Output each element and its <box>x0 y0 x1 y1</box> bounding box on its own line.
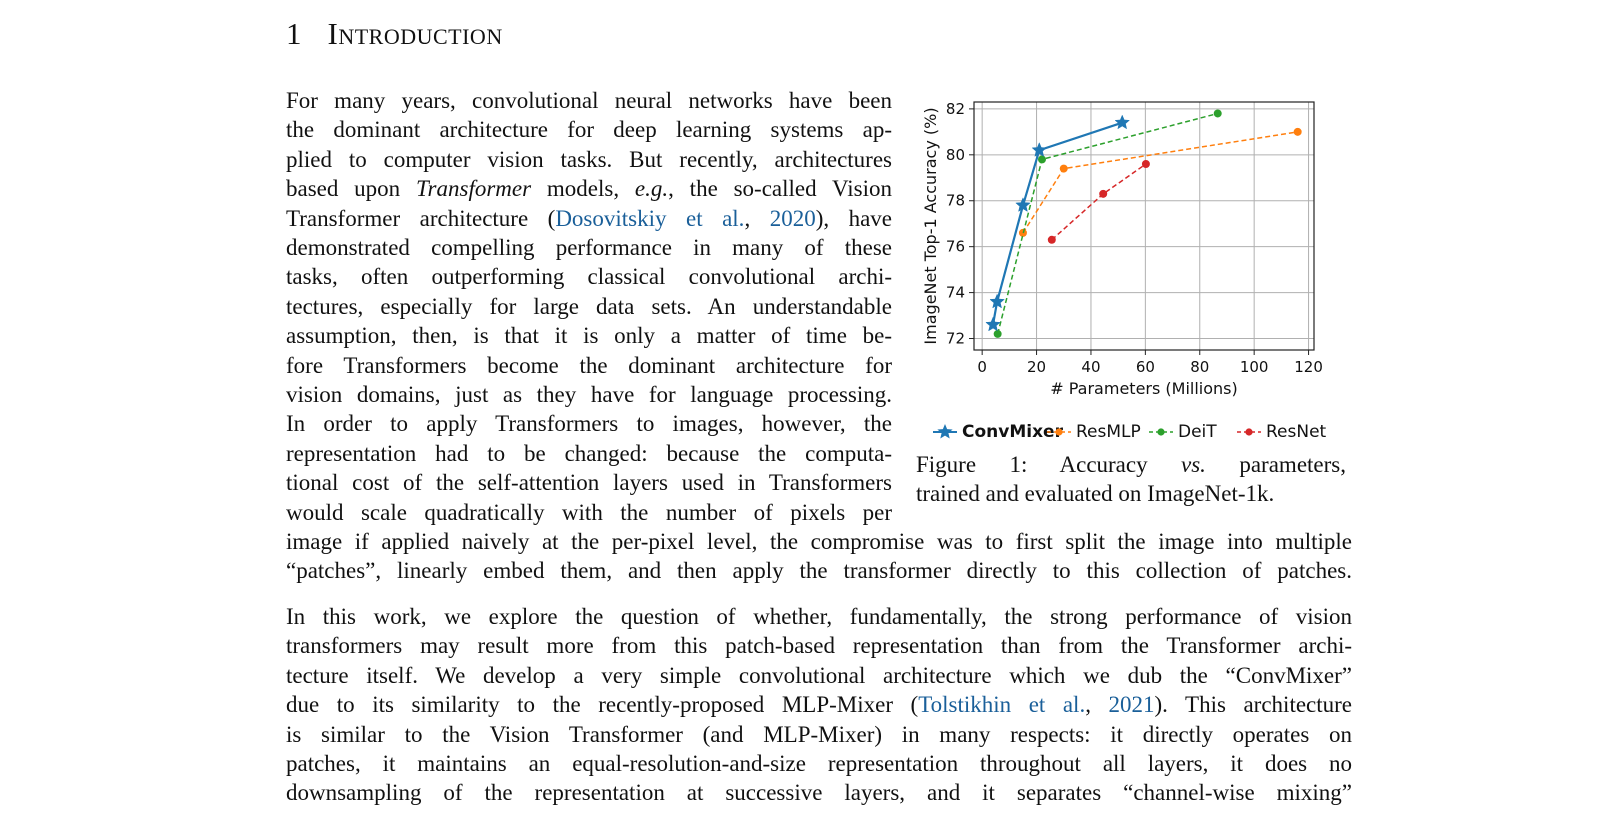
para1-line: image if applied naively at the per-pixe… <box>286 529 1352 554</box>
paragraph-2: In this work, we explore the question of… <box>286 602 1352 808</box>
para2-line: tecture itself. We develop a very simple… <box>286 662 1352 688</box>
para1-line: tional cost of the self-attention layers… <box>286 470 892 496</box>
citation-link[interactable]: Tolstikhin et al. <box>918 692 1086 718</box>
data-point-convmixer <box>1031 142 1048 157</box>
x-tick-label: 20 <box>1027 358 1046 376</box>
citation-year-link[interactable]: 2020 <box>769 205 816 231</box>
para1-line: assumption, then, is that it is only a m… <box>286 323 892 349</box>
para1-line: “patches”, linearly embed them, and then… <box>286 558 1352 584</box>
legend-item-deit: DeiT <box>1148 422 1217 442</box>
para2-line: In this work, we explore the question of… <box>286 604 1352 629</box>
para1-line: vision domains, just as they have for la… <box>286 382 892 408</box>
y-tick-label: 76 <box>946 238 965 256</box>
x-tick-label: 80 <box>1190 358 1209 376</box>
y-tick-label: 78 <box>946 192 965 210</box>
series-line-deit <box>996 112 1218 335</box>
section-title: Introduction <box>327 16 503 51</box>
series-line-resnet <box>1051 163 1147 241</box>
data-point-convmixer <box>989 293 1005 309</box>
series-line-resmlp <box>1022 131 1298 234</box>
data-point-deit <box>1038 155 1046 164</box>
citation-year-link[interactable]: 2021 <box>1108 692 1155 718</box>
caption-line-1: Figure 1: Accuracy vs. parameters, <box>916 452 1346 477</box>
para2-line: is similar to the Vision Transformer (an… <box>286 721 1352 747</box>
para1-line: Transformer architecture (Dosovitskiy et… <box>286 205 893 231</box>
legend-label: ResMLP <box>1076 422 1141 442</box>
x-axis-label: # Parameters (Millions) <box>1050 379 1238 398</box>
plot-frame <box>973 101 1315 351</box>
legend-item-resnet: ResNet <box>1236 422 1326 442</box>
para1-line: representation had to be changed: becaus… <box>286 440 892 466</box>
legend-label: ResNet <box>1266 422 1327 442</box>
para1-line: the dominant architecture for deep learn… <box>286 117 892 143</box>
para1-line: In order to apply Transformers to images… <box>286 411 892 437</box>
chart-legend: ConvMixer ResMLP DeiT ResNet <box>916 422 1352 448</box>
para2-line: patches, it maintains an equal-resolutio… <box>286 751 1352 777</box>
y-tick-label: 72 <box>946 330 965 348</box>
para1-line: tasks, often outperforming classical con… <box>286 264 892 290</box>
paragraph-1: For many years, convolutional neural net… <box>286 86 892 527</box>
legend-marker-convmixer <box>933 424 957 439</box>
para1-line: tectures, especially for large data sets… <box>286 293 892 319</box>
y-axis-label: ImageNet Top-1 Accuracy (%) <box>921 107 940 344</box>
data-point-resmlp <box>1293 127 1302 136</box>
para2-line: downsampling of the representation at su… <box>286 780 1352 806</box>
x-tick-label: 40 <box>1081 358 1100 376</box>
figure-caption: Figure 1: Accuracy vs. parameters, train… <box>916 450 1346 509</box>
paragraph-1-cont: image if applied naively at the per-pixe… <box>286 527 1352 586</box>
section-number: 1 <box>286 16 302 51</box>
para1-line: demonstrated compelling performance in m… <box>286 235 892 261</box>
x-tick-label: 60 <box>1136 358 1155 376</box>
para1-line: For many years, convolutional neural net… <box>286 88 892 113</box>
y-tick-label: 80 <box>946 146 965 164</box>
legend-item-convmixer: ConvMixer <box>932 422 1063 442</box>
data-point-resnet <box>1099 189 1108 198</box>
para1-line: would scale quadratically with the numbe… <box>286 499 892 525</box>
x-tick-label: 100 <box>1240 358 1269 376</box>
accuracy-chart: 0 20 40 60 80 100 120 72 74 76 78 80 82 # Parameters … <box>921 100 1323 398</box>
legend-marker-deit <box>1149 428 1173 436</box>
x-tick-label: 0 <box>977 358 987 376</box>
data-point-convmixer <box>1015 197 1031 212</box>
data-point-convmixer <box>985 316 1001 332</box>
data-point-deit <box>1213 109 1222 118</box>
y-tick-label: 82 <box>946 100 965 118</box>
legend-marker-resmlp <box>1047 428 1071 436</box>
para1-line: plied to computer vision tasks. But rece… <box>286 146 892 172</box>
para1-line: based upon Transformer models, e.g., the… <box>286 176 892 202</box>
legend-label: ConvMixer <box>962 422 1063 442</box>
legend-item-resmlp: ResMLP <box>1046 422 1141 442</box>
data-point-convmixer <box>1114 114 1130 130</box>
data-point-resnet <box>1141 160 1150 168</box>
data-point-resnet <box>1047 235 1056 244</box>
citation-link[interactable]: Dosovitskiy et al. <box>555 205 745 231</box>
x-tick-label: 120 <box>1294 358 1323 376</box>
figure-1: 0 20 40 60 80 100 120 72 74 76 78 80 82 # Parameters … <box>916 92 1352 522</box>
legend-marker-resnet <box>1237 428 1261 436</box>
y-tick-label: 74 <box>946 284 965 302</box>
legend-label: DeiT <box>1178 422 1217 442</box>
para2-line: transformers may result more from this p… <box>286 633 1352 659</box>
caption-line-2: trained and evaluated on ImageNet-1k. <box>916 481 1275 507</box>
series-line-convmixer <box>991 121 1123 325</box>
para1-line: fore Transformers become the dominant ar… <box>286 352 892 378</box>
para2-line: due to its similarity to the recently-pr… <box>286 692 1353 718</box>
section-heading: 1 Introduction <box>286 14 503 54</box>
data-point-deit <box>993 329 1002 338</box>
data-point-resmlp <box>1059 164 1068 173</box>
